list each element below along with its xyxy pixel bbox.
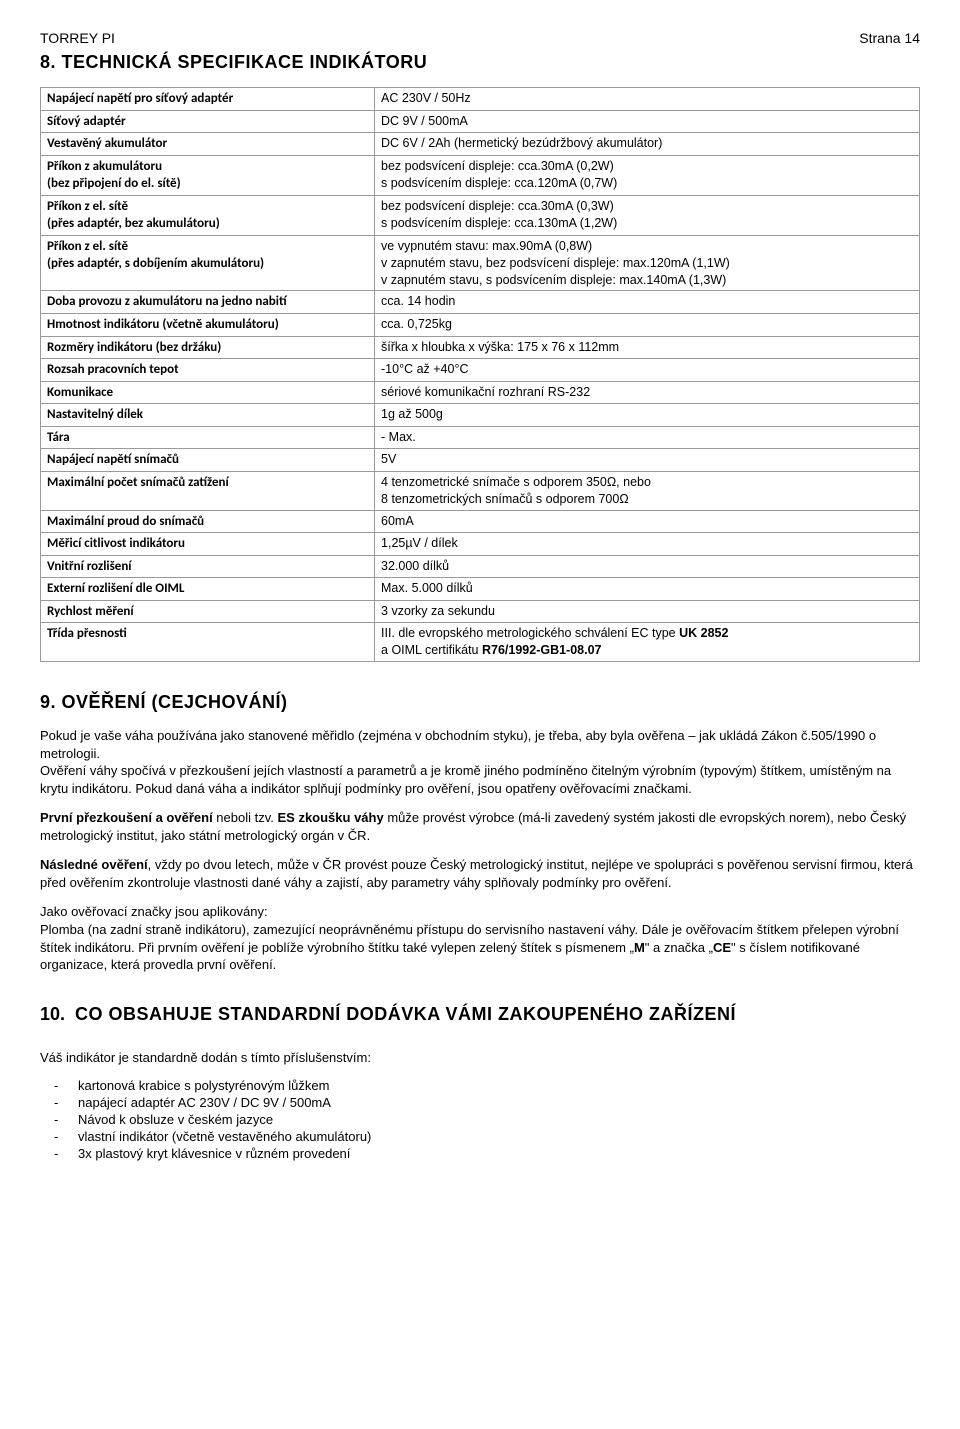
spec-value: DC 6V / 2Ah (hermetický bezúdržbový akum… bbox=[375, 133, 920, 156]
page-header: TORREY PI Strana 14 bbox=[40, 30, 920, 46]
section-9-title: 9. OVĚŘENÍ (CEJCHOVÁNÍ) bbox=[40, 692, 920, 713]
spec-value: DC 9V / 500mA bbox=[375, 110, 920, 133]
s9-p6: Plomba (na zadní straně indikátoru), zam… bbox=[40, 921, 920, 974]
s9-p3: První přezkoušení a ověření neboli tzv. … bbox=[40, 809, 920, 844]
list-item: vlastní indikátor (včetně vestavěného ak… bbox=[78, 1129, 920, 1144]
spec-value: III. dle evropského metrologického schvá… bbox=[375, 623, 920, 662]
table-row: Příkon z el. sítě(přes adaptér, bez akum… bbox=[41, 195, 920, 235]
page-number: Strana 14 bbox=[859, 30, 920, 46]
spec-label: Doba provozu z akumulátoru na jedno nabi… bbox=[41, 291, 375, 314]
table-row: Příkon z akumulátoru(bez připojení do el… bbox=[41, 155, 920, 195]
spec-label: Třída přesnosti bbox=[41, 623, 375, 662]
s9-p2: Ověření váhy spočívá v přezkoušení jejíc… bbox=[40, 762, 920, 797]
list-item: 3x plastový kryt klávesnice v různém pro… bbox=[78, 1146, 920, 1161]
table-row: Měřicí citlivost indikátoru1,25µV / díle… bbox=[41, 533, 920, 556]
spec-value: ve vypnutém stavu: max.90mA (0,8W)v zapn… bbox=[375, 235, 920, 291]
spec-value: -10°C až +40°C bbox=[375, 359, 920, 382]
spec-label: Rozměry indikátoru (bez držáku) bbox=[41, 336, 375, 359]
table-row: Napájecí napětí snímačů5V bbox=[41, 449, 920, 472]
table-row: Tára- Max. bbox=[41, 426, 920, 449]
spec-value: 60mA bbox=[375, 510, 920, 533]
spec-label: Maximální proud do snímačů bbox=[41, 510, 375, 533]
table-row: Třída přesnostiIII. dle evropského metro… bbox=[41, 623, 920, 662]
table-row: Maximální počet snímačů zatížení4 tenzom… bbox=[41, 471, 920, 510]
spec-label: Maximální počet snímačů zatížení bbox=[41, 471, 375, 510]
table-row: Vnitřní rozlišení32.000 dílků bbox=[41, 555, 920, 578]
s9-p1: Pokud je vaše váha používána jako stanov… bbox=[40, 727, 920, 762]
spec-label: Příkon z akumulátoru(bez připojení do el… bbox=[41, 155, 375, 195]
spec-table: Napájecí napětí pro síťový adaptérAC 230… bbox=[40, 87, 920, 662]
table-row: Maximální proud do snímačů60mA bbox=[41, 510, 920, 533]
table-row: Externí rozlišení dle OIMLMax. 5.000 díl… bbox=[41, 578, 920, 601]
table-row: Doba provozu z akumulátoru na jedno nabi… bbox=[41, 291, 920, 314]
table-row: Síťový adaptérDC 9V / 500mA bbox=[41, 110, 920, 133]
list-item: Návod k obsluze v českém jazyce bbox=[78, 1112, 920, 1127]
spec-value: cca. 14 hodin bbox=[375, 291, 920, 314]
spec-label: Komunikace bbox=[41, 381, 375, 404]
table-row: Příkon z el. sítě(přes adaptér, s dobíje… bbox=[41, 235, 920, 291]
spec-value: 3 vzorky za sekundu bbox=[375, 600, 920, 623]
section-10-title: CO OBSAHUJE STANDARDNÍ DODÁVKA VÁMI ZAKO… bbox=[75, 1004, 736, 1025]
spec-label: Externí rozlišení dle OIML bbox=[41, 578, 375, 601]
spec-label: Rozsah pracovních tepot bbox=[41, 359, 375, 382]
spec-value: sériové komunikační rozhraní RS-232 bbox=[375, 381, 920, 404]
spec-value: 1g až 500g bbox=[375, 404, 920, 427]
table-row: Komunikacesériové komunikační rozhraní R… bbox=[41, 381, 920, 404]
spec-label: Příkon z el. sítě(přes adaptér, s dobíje… bbox=[41, 235, 375, 291]
spec-value: 32.000 dílků bbox=[375, 555, 920, 578]
spec-label: Síťový adaptér bbox=[41, 110, 375, 133]
table-row: Napájecí napětí pro síťový adaptérAC 230… bbox=[41, 88, 920, 111]
spec-label: Napájecí napětí snímačů bbox=[41, 449, 375, 472]
section-10-heading: 10. CO OBSAHUJE STANDARDNÍ DODÁVKA VÁMI … bbox=[40, 1004, 920, 1025]
spec-value: cca. 0,725kg bbox=[375, 314, 920, 337]
spec-label: Měřicí citlivost indikátoru bbox=[41, 533, 375, 556]
list-item: kartonová krabice s polystyrénovým lůžke… bbox=[78, 1078, 920, 1093]
spec-label: Příkon z el. sítě(přes adaptér, bez akum… bbox=[41, 195, 375, 235]
spec-label: Hmotnost indikátoru (včetně akumulátoru) bbox=[41, 314, 375, 337]
section-10-number: 10. bbox=[40, 1004, 65, 1025]
spec-value: šířka x hloubka x výška: 175 x 76 x 112m… bbox=[375, 336, 920, 359]
spec-label: Rychlost měření bbox=[41, 600, 375, 623]
list-item: napájecí adaptér AC 230V / DC 9V / 500mA bbox=[78, 1095, 920, 1110]
s10-list: kartonová krabice s polystyrénovým lůžke… bbox=[40, 1078, 920, 1161]
spec-label: Vestavěný akumulátor bbox=[41, 133, 375, 156]
spec-value: AC 230V / 50Hz bbox=[375, 88, 920, 111]
spec-label: Nastavitelný dílek bbox=[41, 404, 375, 427]
table-row: Rozměry indikátoru (bez držáku)šířka x h… bbox=[41, 336, 920, 359]
spec-value: bez podsvícení displeje: cca.30mA (0,2W)… bbox=[375, 155, 920, 195]
section-8-title: 8. TECHNICKÁ SPECIFIKACE INDIKÁTORU bbox=[40, 52, 920, 73]
s10-intro: Váš indikátor je standardně dodán s tímt… bbox=[40, 1049, 920, 1067]
s9-p5: Jako ověřovací značky jsou aplikovány: bbox=[40, 903, 920, 921]
spec-label: Vnitřní rozlišení bbox=[41, 555, 375, 578]
table-row: Hmotnost indikátoru (včetně akumulátoru)… bbox=[41, 314, 920, 337]
spec-value: 1,25µV / dílek bbox=[375, 533, 920, 556]
spec-value: Max. 5.000 dílků bbox=[375, 578, 920, 601]
spec-label: Napájecí napětí pro síťový adaptér bbox=[41, 88, 375, 111]
spec-value: 5V bbox=[375, 449, 920, 472]
table-row: Vestavěný akumulátorDC 6V / 2Ah (hermeti… bbox=[41, 133, 920, 156]
spec-value: - Max. bbox=[375, 426, 920, 449]
spec-value: bez podsvícení displeje: cca.30mA (0,3W)… bbox=[375, 195, 920, 235]
table-row: Rychlost měření3 vzorky za sekundu bbox=[41, 600, 920, 623]
table-row: Rozsah pracovních tepot-10°C až +40°C bbox=[41, 359, 920, 382]
table-row: Nastavitelný dílek1g až 500g bbox=[41, 404, 920, 427]
brand-label: TORREY PI bbox=[40, 30, 115, 46]
s9-p4: Následné ověření, vždy po dvou letech, m… bbox=[40, 856, 920, 891]
spec-label: Tára bbox=[41, 426, 375, 449]
spec-value: 4 tenzometrické snímače s odporem 350Ω, … bbox=[375, 471, 920, 510]
